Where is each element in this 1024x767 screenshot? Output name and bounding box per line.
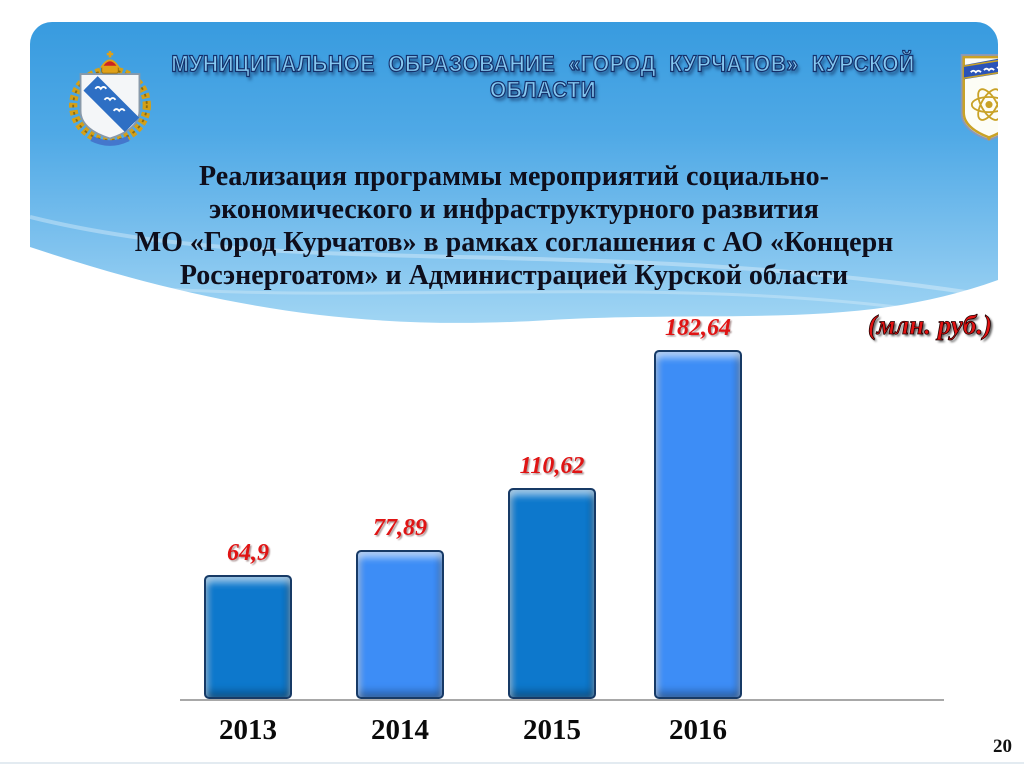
- slide-bottom-edge: [0, 762, 1024, 764]
- bar-value-2014: 77,89: [373, 515, 427, 541]
- bar-2013: [204, 575, 292, 699]
- kursk-oblast-coat-of-arms-icon: [69, 51, 153, 146]
- bar-2014: [356, 550, 444, 699]
- slide-title: Реализация программы мероприятий социаль…: [70, 160, 958, 292]
- kurchatov-city-coat-of-arms-icon: [960, 54, 998, 142]
- units-label: (млн. руб.): [867, 310, 993, 341]
- bar-value-2016: 182,64: [665, 315, 731, 341]
- title-line-2: экономического и инфраструктурного разви…: [209, 194, 819, 225]
- bar-2015: [508, 488, 596, 699]
- axis-label-2013: 2013: [219, 714, 277, 746]
- page-number: 20: [993, 736, 1012, 757]
- bar-value-2015: 110,62: [519, 453, 585, 479]
- title-line-3: МО «Город Курчатов» в рамках соглашения …: [134, 227, 894, 258]
- axis-label-2015: 2015: [523, 714, 581, 746]
- wave-decoration: [30, 215, 998, 342]
- bar-chart: 64,9 2013 77,89 2014 110,62 2015 182,64 2016: [180, 315, 944, 746]
- sky-gradient-background: [30, 22, 998, 342]
- slide-header: МУНИЦИПАЛЬНОЕ ОБРАЗОВАНИЕ «ГОРОД КУРЧАТО…: [171, 51, 915, 103]
- axis-label-2016: 2016: [669, 714, 727, 746]
- title-line-4: Росэнергоатом» и Администрацией Курской …: [179, 260, 849, 291]
- bar-value-2013: 64,9: [227, 540, 269, 566]
- axis-label-2014: 2014: [371, 714, 429, 746]
- bar-2016: [654, 350, 742, 699]
- slide-panel: МУНИЦИПАЛЬНОЕ ОБРАЗОВАНИЕ «ГОРОД КУРЧАТО…: [30, 22, 998, 762]
- title-line-1: Реализация программы мероприятий социаль…: [199, 161, 829, 192]
